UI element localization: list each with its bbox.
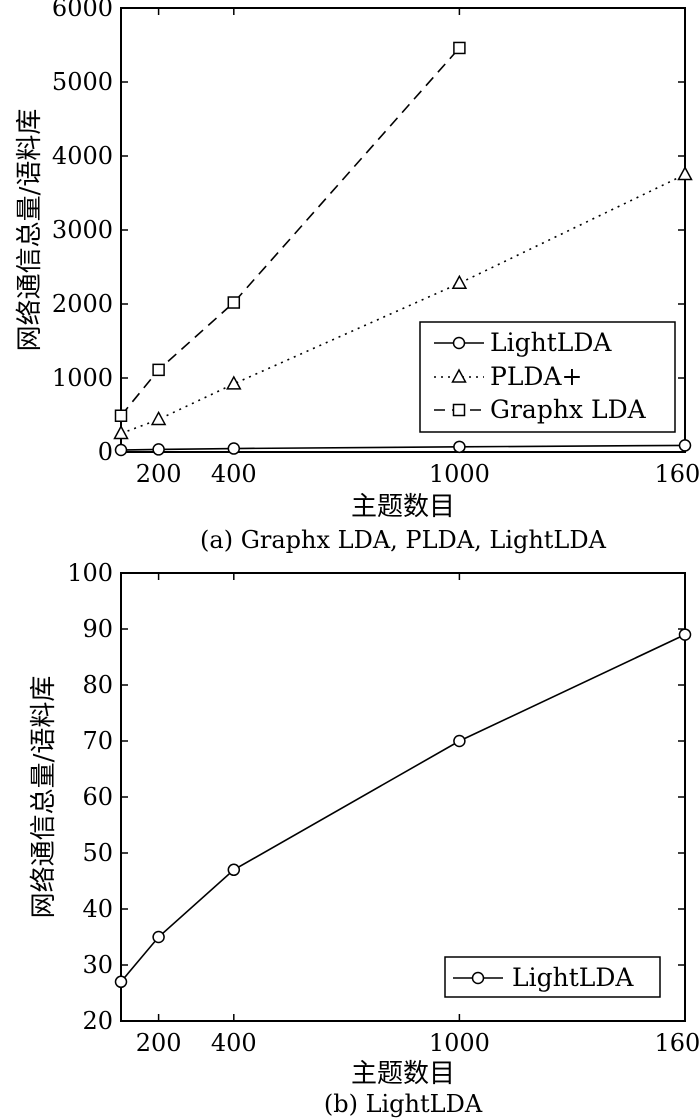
chart-a-data-point-graphx-lda: [453, 41, 466, 55]
chart-a-legend-marker-graphx-lda: [452, 403, 466, 417]
chart-a-y-axis-label: 网络通信总量/语料库: [15, 109, 45, 352]
chart-b-data-point-lightlda: [227, 863, 241, 877]
chart-b-data-point-lightlda: [114, 975, 128, 989]
chart-a-x-ticks: 200 400 1000 1600: [136, 8, 700, 488]
chart-b-legend-items: [453, 971, 503, 985]
chart-a-legend-marker-plda: [451, 368, 467, 383]
chart-b-x-ticks: 200 400 1000 1600: [136, 573, 700, 1057]
chart-b-y-tick-label: 50: [82, 839, 113, 867]
chart-b-frame: [120, 572, 686, 1022]
chart-b-x-tick-label: 400: [211, 1029, 257, 1057]
chart-a-data-point-graphx-lda: [114, 409, 128, 422]
chart-a-y-tick-label: 0: [98, 438, 113, 466]
chart-b-y-ticks: 20 30 40 50 60 70 80 90 100: [67, 559, 685, 1035]
chart-a-data-point-plda: [113, 424, 129, 440]
chart-a-data-point-lightlda: [227, 442, 241, 455]
chart-b-legend-marker-lightlda: [471, 971, 485, 985]
chart-b-series-line-lightlda: [120, 633, 686, 983]
chart-a-data-point-lightlda: [453, 440, 466, 454]
chart-a-legend-label-plda: PLDA+: [490, 362, 582, 391]
chart-b-y-tick-label: 70: [82, 727, 113, 755]
chart-a-data-point-plda: [150, 410, 167, 426]
chart-a-legend: LightLDA PLDA+ Graphx LDA: [419, 321, 676, 433]
chart-a-x-axis-label: 主题数目: [351, 492, 455, 522]
chart-b-y-tick-label: 60: [82, 783, 113, 811]
chart-b-x-tick-label: 1600: [654, 1029, 700, 1057]
chart-b-data-point-lightlda: [152, 930, 165, 944]
chart-b-legend: LightLDA: [444, 956, 661, 998]
chart-a-legend-items: [434, 336, 484, 417]
chart-a-data-point-graphx-lda: [227, 296, 241, 309]
chart-a-series: [113, 41, 693, 457]
chart-b-legend-label-lightlda: LightLDA: [512, 963, 634, 992]
chart-a-y-tick-label: 2000: [52, 290, 113, 318]
chart-b: 20 30 40 50 60 70 80 90 100 200 400 1000 1600 网络通信总…: [29, 559, 700, 1118]
chart-a-x-tick-label: 1000: [429, 460, 490, 488]
chart-b-y-tick-label: 30: [82, 951, 113, 979]
chart-a-x-tick-label: 400: [211, 460, 257, 488]
chart-b-y-tick-label: 40: [82, 895, 113, 923]
chart-b-y-tick-label: 90: [82, 615, 113, 643]
chart-a-legend-marker-lightlda: [452, 336, 466, 350]
chart-a-data-point-lightlda: [114, 443, 128, 457]
chart-b-x-tick-label: 200: [136, 1029, 182, 1057]
chart-a-y-tick-label: 5000: [52, 68, 113, 96]
chart-a-caption: (a) Graphx LDA, PLDA, LightLDA: [200, 526, 607, 554]
chart-b-y-tick-label: 100: [67, 559, 113, 587]
chart-b-data-point-lightlda: [678, 628, 692, 641]
chart-a-data-point-plda: [451, 274, 468, 290]
chart-a-data-point-lightlda: [678, 439, 692, 452]
chart-a-x-tick-label: 200: [136, 460, 182, 488]
chart-b-x-axis-label: 主题数目: [351, 1059, 455, 1089]
chart-a-legend-label-graphx: Graphx LDA: [490, 395, 647, 424]
chart-a-y-tick-label: 3000: [52, 216, 113, 244]
chart-b-y-axis-label: 网络通信总量/语料库: [29, 676, 59, 919]
chart-a-x-tick-label: 1600: [654, 460, 700, 488]
chart-b-y-tick-label: 80: [82, 671, 113, 699]
chart-a-y-tick-label: 4000: [52, 142, 113, 170]
chart-a-data-point-plda: [677, 165, 693, 181]
chart-a: 0 1000 2000 3000 4000 5000 6000 200 400 1000 1600…: [15, 0, 700, 554]
chart-a-legend-label-lightlda: LightLDA: [490, 328, 612, 357]
chart-b-data-point-lightlda: [453, 734, 466, 748]
chart-b-series: [114, 628, 692, 989]
chart-a-y-ticks: 0 1000 2000 3000 4000 5000 6000: [52, 0, 685, 466]
chart-a-y-tick-label: 6000: [52, 0, 113, 22]
chart-a-series-line-lightlda: [120, 444, 686, 451]
chart-a-y-tick-label: 1000: [52, 364, 113, 392]
chart-a-series-line-graphx-lda: [120, 47, 460, 417]
chart-b-caption: (b) LightLDA: [324, 1090, 483, 1118]
chart-a-data-point-graphx-lda: [152, 363, 165, 377]
chart-b-x-tick-label: 1000: [429, 1029, 490, 1057]
chart-b-y-tick-label: 20: [82, 1007, 113, 1035]
chart-a-data-point-lightlda: [152, 443, 165, 456]
chart-a-data-point-plda: [226, 375, 242, 390]
